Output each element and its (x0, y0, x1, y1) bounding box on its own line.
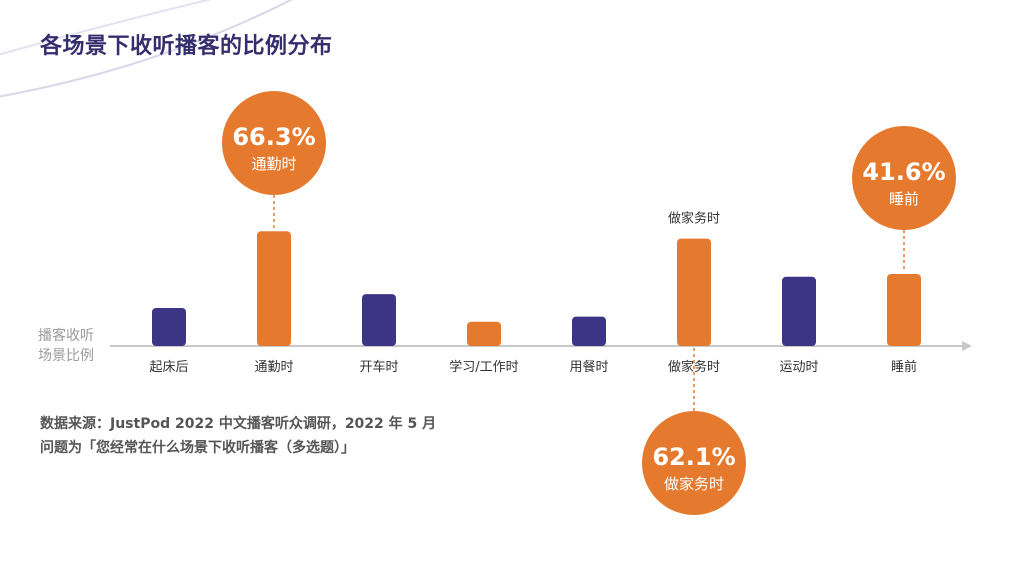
axis-caption-line-2: 场景比例 (38, 348, 94, 364)
x-tick-label-4: 用餐时 (569, 359, 608, 375)
callout-label-1: 做家务时 (664, 475, 724, 493)
bar-4 (572, 316, 606, 346)
chart-title: 各场景下收听播客的比例分布 (40, 34, 333, 59)
callout-value-1: 62.1% (652, 443, 735, 471)
x-tick-label-2: 开车时 (359, 359, 398, 375)
axis-caption: 播客收听 场景比例 (38, 326, 94, 366)
bar-top-label-5: 做家务时 (668, 211, 720, 227)
x-tick-label-0: 起床后 (149, 360, 188, 375)
callout-bubble-2 (852, 126, 956, 230)
x-tick-label-1: 通勤时 (254, 360, 293, 375)
x-tick-label-6: 运动时 (779, 360, 818, 375)
callout-value-2: 41.6% (862, 158, 945, 186)
bar-6 (782, 276, 816, 346)
bar-1 (257, 231, 291, 346)
x-axis-arrow (962, 341, 972, 351)
x-tick-label-3: 学习/工作时 (449, 359, 518, 375)
x-tick-label-7: 睡前 (891, 359, 917, 375)
source-line-2: 问题为「您经常在什么场景下收听播客（多选题）」 (40, 440, 355, 456)
bar-3 (467, 321, 501, 346)
data-source-note: 数据来源：JustPod 2022 中文播客听众调研，2022 年 5 月 问题… (40, 412, 436, 460)
bar-2 (362, 294, 396, 346)
decorative-arcs (0, 0, 293, 98)
callout-label-2: 睡前 (889, 190, 919, 208)
bar-0 (152, 307, 186, 346)
bar-7 (887, 274, 921, 346)
axis-caption-line-1: 播客收听 (38, 328, 94, 344)
callout-value-0: 66.3% (232, 123, 315, 151)
callout-label-0: 通勤时 (251, 155, 296, 173)
bar-5 (677, 238, 711, 346)
source-line-1: 数据来源：JustPod 2022 中文播客听众调研，2022 年 5 月 (40, 416, 437, 432)
callout-bubble-0 (222, 91, 326, 195)
callout-bubble-1 (642, 411, 746, 515)
